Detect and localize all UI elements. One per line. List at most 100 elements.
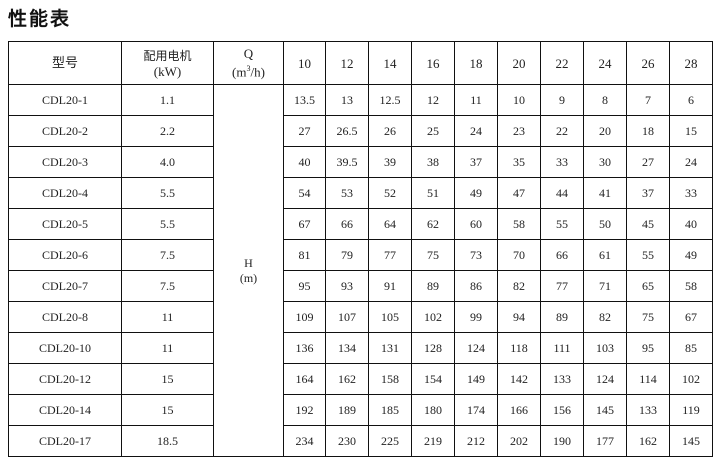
head-cell: 75 [626, 301, 670, 333]
model-cell: CDL20-7 [8, 270, 122, 302]
head-cell: 44 [540, 177, 584, 209]
head-cell: 111 [540, 332, 584, 364]
head-cell: 164 [283, 363, 326, 395]
head-cell: 95 [283, 270, 326, 302]
motor-cell: 11 [121, 332, 214, 364]
head-cell: 20 [583, 115, 627, 147]
head-cell: 225 [368, 425, 412, 457]
head-cell: 67 [283, 208, 326, 240]
motor-cell: 4.0 [121, 146, 214, 178]
motor-cell: 7.5 [121, 270, 214, 302]
head-cell: 6 [669, 84, 713, 116]
motor-cell: 2.2 [121, 115, 214, 147]
head-cell: 124 [454, 332, 498, 364]
head-cell: 133 [540, 363, 584, 395]
head-cell: 40 [283, 146, 326, 178]
head-cell: 102 [669, 363, 713, 395]
head-cell: 82 [497, 270, 541, 302]
header-flow-value: 16 [411, 41, 455, 85]
table-row: CDL20-7 7.5 95 93 91 89 86 82 77 71 65 58 [8, 270, 713, 302]
head-cell: 81 [283, 239, 326, 271]
head-cell: 99 [454, 301, 498, 333]
head-cell: 37 [454, 146, 498, 178]
model-cell: CDL20-4 [8, 177, 122, 209]
head-cell: 52 [368, 177, 412, 209]
header-flow-value: 18 [454, 41, 498, 85]
head-cell: 58 [497, 208, 541, 240]
head-cell: 86 [454, 270, 498, 302]
head-cell: 234 [283, 425, 326, 457]
header-flow-value: 12 [325, 41, 369, 85]
table-row: CDL20-2 2.2 27 26.5 26 25 24 23 22 20 18 15 [8, 115, 713, 147]
head-cell: 154 [411, 363, 455, 395]
head-cell: 66 [540, 239, 584, 271]
head-cell: 22 [540, 115, 584, 147]
head-cell: 53 [325, 177, 369, 209]
head-cell: 67 [669, 301, 713, 333]
head-cell: 12.5 [368, 84, 412, 116]
head-cell: 33 [540, 146, 584, 178]
head-cell: 145 [669, 425, 713, 457]
head-label-cell: H (m) [213, 84, 284, 457]
table-row: CDL20-12 15 164 162 158 154 149 142 133 124 114 102 [8, 363, 713, 395]
head-cell: 18 [626, 115, 670, 147]
head-cell: 134 [325, 332, 369, 364]
head-cell: 13 [325, 84, 369, 116]
header-flow: Q (m3/h) [213, 41, 284, 85]
table-row: CDL20-14 15 192 189 185 180 174 166 156 145 133 119 [8, 394, 713, 426]
motor-cell: 1.1 [121, 84, 214, 116]
head-cell: 136 [283, 332, 326, 364]
head-cell: 8 [583, 84, 627, 116]
head-cell: 109 [283, 301, 326, 333]
head-cell: 79 [325, 239, 369, 271]
header-motor: 配用电机 (kW) [121, 41, 214, 85]
header-flow-value: 28 [669, 41, 713, 85]
head-cell: 27 [626, 146, 670, 178]
motor-cell: 18.5 [121, 425, 214, 457]
table-row: CDL20-8 11 109 107 105 102 99 94 89 82 75 67 [8, 301, 713, 333]
head-cell: 37 [626, 177, 670, 209]
head-cell: 60 [454, 208, 498, 240]
head-cell: 82 [583, 301, 627, 333]
head-cell: 219 [411, 425, 455, 457]
head-cell: 158 [368, 363, 412, 395]
head-cell: 39.5 [325, 146, 369, 178]
model-cell: CDL20-12 [8, 363, 122, 395]
head-cell: 118 [497, 332, 541, 364]
head-cell: 94 [497, 301, 541, 333]
motor-cell: 5.5 [121, 177, 214, 209]
head-cell: 62 [411, 208, 455, 240]
head-cell: 55 [540, 208, 584, 240]
head-cell: 77 [368, 239, 412, 271]
head-cell: 51 [411, 177, 455, 209]
head-cell: 24 [454, 115, 498, 147]
table-row: CDL20-3 4.0 40 39.5 39 38 37 35 33 30 27 24 [8, 146, 713, 178]
head-cell: 40 [669, 208, 713, 240]
head-cell: 9 [540, 84, 584, 116]
head-cell: 85 [669, 332, 713, 364]
head-cell: 33 [669, 177, 713, 209]
head-cell: 114 [626, 363, 670, 395]
head-cell: 13.5 [283, 84, 326, 116]
head-cell: 107 [325, 301, 369, 333]
head-cell: 91 [368, 270, 412, 302]
head-cell: 149 [454, 363, 498, 395]
model-cell: CDL20-17 [8, 425, 122, 457]
header-flow-value: 10 [283, 41, 326, 85]
head-cell: 11 [454, 84, 498, 116]
head-cell: 73 [454, 239, 498, 271]
head-cell: 35 [497, 146, 541, 178]
head-cell: 58 [669, 270, 713, 302]
head-cell: 23 [497, 115, 541, 147]
head-cell: 230 [325, 425, 369, 457]
motor-cell: 15 [121, 363, 214, 395]
header-flow-value: 20 [497, 41, 541, 85]
head-cell: 15 [669, 115, 713, 147]
head-cell: 64 [368, 208, 412, 240]
header-flow-value: 26 [626, 41, 670, 85]
head-cell: 27 [283, 115, 326, 147]
head-cell: 133 [626, 394, 670, 426]
head-cell: 131 [368, 332, 412, 364]
table-row: CDL20-17 18.5 234 230 225 219 212 202 190 177 162 1… [8, 425, 713, 457]
table-row: CDL20-5 5.5 67 66 64 62 60 58 55 50 45 40 [8, 208, 713, 240]
